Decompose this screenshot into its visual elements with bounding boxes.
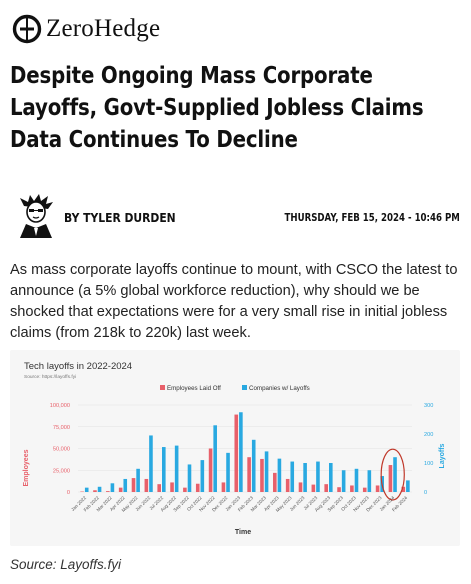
zerohedge-theta-logo-icon bbox=[12, 14, 42, 44]
bar-employees-laid-off bbox=[298, 482, 303, 492]
bar-companies-with-layoffs bbox=[354, 468, 359, 492]
chart-title: Tech layoffs in 2022-2024 bbox=[24, 361, 132, 372]
bar-employees-laid-off bbox=[157, 484, 161, 492]
layoffs-chart-svg: Tech layoffs in 2022-2024 Source: https:… bbox=[23, 361, 446, 536]
bar-companies-with-layoffs bbox=[239, 412, 243, 492]
chart-y2-axis-label: Layoffs bbox=[439, 443, 446, 468]
bar-employees-laid-off bbox=[311, 484, 316, 492]
bar-employees-laid-off bbox=[324, 484, 328, 492]
bar-employees-laid-off bbox=[170, 482, 174, 492]
y-tick-label: 100,000 bbox=[50, 403, 70, 409]
chart-bars bbox=[80, 412, 410, 501]
bar-companies-with-layoffs bbox=[290, 461, 295, 492]
article-byline: BY TYLER DURDEN THURSDAY, FEB 15, 2024 -… bbox=[14, 192, 460, 242]
article-headline: Despite Ongoing Mass Corporate Layoffs, … bbox=[10, 63, 424, 153]
bar-companies-with-layoffs bbox=[97, 486, 102, 492]
bar-employees-laid-off bbox=[350, 485, 354, 492]
bar-companies-with-layoffs bbox=[264, 451, 269, 492]
bar-employees-laid-off bbox=[362, 487, 367, 492]
bar-companies-with-layoffs bbox=[251, 439, 256, 492]
bar-companies-with-layoffs bbox=[123, 478, 128, 492]
bar-employees-laid-off bbox=[260, 458, 264, 492]
bar-companies-with-layoffs bbox=[341, 470, 346, 492]
bar-employees-laid-off bbox=[375, 485, 380, 492]
bar-employees-laid-off bbox=[337, 487, 341, 492]
legend-label: Companies w/ Layoffs bbox=[249, 385, 310, 392]
y-tick-label: 0 bbox=[67, 490, 70, 496]
bar-companies-with-layoffs bbox=[84, 487, 89, 492]
bar-employees-laid-off bbox=[208, 448, 213, 492]
site-logo[interactable]: ZeroHedge bbox=[12, 12, 160, 46]
bar-employees-laid-off bbox=[131, 478, 136, 492]
site-name: ZeroHedge bbox=[46, 15, 161, 42]
y2-tick-label: 300 bbox=[424, 403, 433, 409]
y2-tick-label: 200 bbox=[424, 432, 433, 438]
bar-companies-with-layoffs bbox=[136, 468, 140, 492]
bar-employees-laid-off bbox=[221, 482, 226, 492]
bar-companies-with-layoffs bbox=[110, 483, 115, 492]
bar-companies-with-layoffs bbox=[187, 464, 192, 492]
bar-companies-with-layoffs bbox=[406, 480, 410, 492]
y-tick-label: 75,000 bbox=[53, 425, 70, 431]
chart-gridlines bbox=[78, 404, 412, 493]
publish-date: THURSDAY, FEB 15, 2024 - 10:46 PM bbox=[284, 212, 460, 224]
article-lede: As mass corporate layoffs continue to mo… bbox=[10, 262, 458, 341]
bar-companies-with-layoffs bbox=[162, 447, 166, 492]
chart-subtitle: Source: https://layoffs.fyi bbox=[24, 374, 76, 380]
y-tick-label: 50,000 bbox=[53, 447, 70, 453]
author-name[interactable]: BY TYLER DURDEN bbox=[64, 210, 176, 225]
bar-employees-laid-off bbox=[285, 478, 290, 492]
bar-employees-laid-off bbox=[183, 487, 187, 492]
bar-companies-with-layoffs bbox=[226, 452, 230, 492]
layoffs-chart: Tech layoffs in 2022-2024 Source: https:… bbox=[10, 350, 460, 546]
bar-employees-laid-off bbox=[144, 478, 149, 492]
chart-x-axis-label: Time bbox=[235, 529, 251, 536]
bar-companies-with-layoffs bbox=[303, 463, 307, 492]
y2-tick-label: 100 bbox=[424, 461, 433, 467]
legend-label: Employees Laid Off bbox=[167, 385, 221, 392]
bar-employees-laid-off bbox=[388, 465, 393, 492]
bar-employees-laid-off bbox=[247, 457, 251, 492]
bar-companies-with-layoffs bbox=[174, 445, 179, 492]
bar-employees-laid-off bbox=[106, 491, 110, 492]
bar-companies-with-layoffs bbox=[213, 425, 217, 492]
bar-employees-laid-off bbox=[118, 487, 123, 492]
bar-companies-with-layoffs bbox=[277, 458, 282, 492]
legend-swatch bbox=[160, 385, 165, 390]
source-caption: Source: Layoffs.fyi bbox=[10, 557, 122, 572]
bar-companies-with-layoffs bbox=[329, 463, 333, 492]
bar-companies-with-layoffs bbox=[393, 457, 397, 492]
bar-companies-with-layoffs bbox=[367, 470, 372, 492]
chart-y-axis-label: Employees bbox=[23, 449, 30, 486]
author-avatar-icon[interactable] bbox=[14, 192, 58, 238]
bar-employees-laid-off bbox=[195, 483, 200, 492]
chart-legend: Employees Laid Off Companies w/ Layoffs bbox=[160, 385, 310, 392]
legend-swatch bbox=[242, 385, 247, 390]
bar-employees-laid-off bbox=[401, 486, 406, 492]
y-tick-label: 25,000 bbox=[53, 468, 70, 474]
bar-companies-with-layoffs bbox=[200, 460, 205, 492]
bar-employees-laid-off bbox=[273, 472, 277, 492]
bar-companies-with-layoffs bbox=[149, 435, 153, 492]
bar-employees-laid-off bbox=[93, 490, 97, 492]
highlight-circle bbox=[380, 448, 405, 501]
y2-tick-label: 0 bbox=[424, 490, 427, 496]
bar-companies-with-layoffs bbox=[316, 461, 320, 492]
bar-employees-laid-off bbox=[234, 414, 239, 492]
